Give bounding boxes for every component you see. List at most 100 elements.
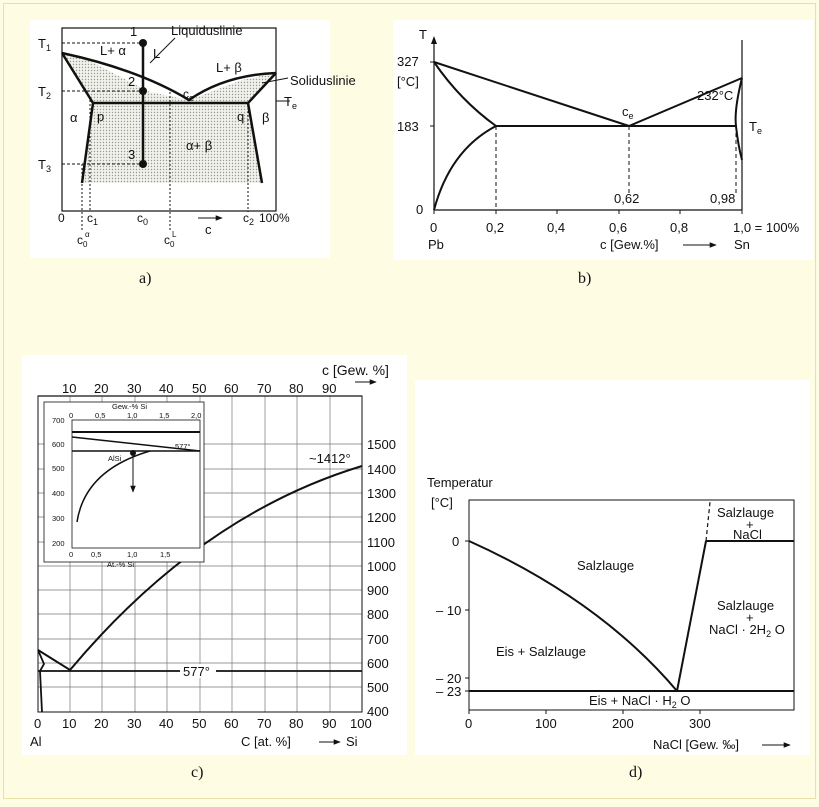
panel-a-q-label: q: [237, 109, 244, 124]
panel-c-inset-ttick-0: 0: [69, 411, 73, 420]
panel-c-btick-0: 0: [34, 716, 41, 731]
panel-b-xtick-label-10: 1,0 = 100%: [733, 220, 800, 235]
panel-a-c0alpha-sup: α: [85, 230, 90, 239]
panel-c-inset-btick-05: 0,5: [91, 550, 101, 559]
panel-c-inset-ltick-600: 600: [52, 440, 65, 449]
panel-c-toptick-60: 60: [224, 381, 238, 396]
panel-b-pb-label: Pb: [428, 237, 444, 252]
panel-d-hydrate-curve: [676, 540, 707, 692]
panel-c-btick-30: 30: [127, 716, 141, 731]
panel-a-frame: [61, 27, 277, 212]
panel-c-toptick-90: 90: [322, 381, 336, 396]
panel-c-rtick-1200: 1200: [367, 510, 396, 525]
panel-a-p-label: p: [97, 109, 104, 124]
panel-d-ytick-10: – 10: [436, 603, 461, 618]
panel-a-shaded-region: [62, 53, 276, 183]
panel-c-inset-alsi: AlSi: [108, 454, 122, 463]
panel-d-region-salz-nacl-2: +: [746, 517, 754, 532]
panel-d-ice-curve: [468, 540, 678, 692]
panel-d-y-unit: [°C]: [431, 495, 453, 510]
panel-a-c0l-label: c0: [164, 233, 175, 249]
panel-c-btick-70: 70: [257, 716, 271, 731]
panel-c-inset-ttick-20: 2,0: [191, 411, 201, 420]
panel-b-ce-label: ce: [622, 104, 634, 121]
panel-c-caption: c): [191, 764, 203, 781]
panel-b-ytick-label-183: 183: [397, 119, 419, 134]
panel-a-liquidus: [61, 51, 277, 102]
panel-c-annot-577: 577°: [183, 664, 210, 679]
panel-c-inset-top-title: Gew.-% Si: [112, 402, 147, 411]
panel-a-t3-label: T3: [38, 157, 51, 174]
panel-d-background: [415, 380, 810, 755]
panel-c-btick-40: 40: [159, 716, 173, 731]
panel-c-inset-ltick-400: 400: [52, 489, 65, 498]
panel-c-inset-frame: [71, 419, 201, 549]
panel-c-btick-90: 90: [322, 716, 336, 731]
panel-b-y-unit: [°C]: [397, 74, 419, 89]
panel-c-top-title: c [Gew. %]: [322, 362, 389, 378]
panel-a-liquidus-label: Liquiduslinie: [171, 23, 243, 38]
panel-d-xtick-300: 300: [689, 716, 711, 731]
panel-d-xtick-0: 0: [465, 716, 472, 731]
panel-a-l-beta-region: L+ β: [216, 60, 242, 75]
panel-d-ytick-0: 0: [452, 534, 459, 549]
panel-a-phase-diagram: T1 T2 T3 Te 1 2 3 L L+ α L+ β ce α β p q…: [30, 20, 356, 287]
panel-c-rtick-700: 700: [367, 632, 389, 647]
panel-b-val-062: 0,62: [614, 191, 639, 206]
panel-a-c1-label: c1: [87, 211, 98, 227]
panel-d-xtick-200: 200: [612, 716, 634, 731]
panel-c-rtick-1500: 1500: [367, 437, 396, 452]
panel-c-rtick-400: 400: [367, 704, 389, 719]
panel-d-xtick-100: 100: [535, 716, 557, 731]
panel-c-inset-ttick-15: 1,5: [159, 411, 169, 420]
panel-d-region-salz-hyd-1: Salzlauge: [717, 598, 774, 613]
panel-a-ce-label: ce: [183, 87, 194, 103]
panel-a-c0-label: c0: [137, 211, 148, 227]
panel-d-region-salzlauge: Salzlauge: [577, 558, 634, 573]
panel-a-caption: a): [139, 270, 151, 287]
panel-c-inset-ttick-10: 1,0: [127, 411, 137, 420]
panel-a-solidus-label: Solidus­linie: [290, 73, 356, 88]
panel-b-ytick-label-0: 0: [416, 202, 423, 217]
panel-c-toptick-40: 40: [159, 381, 173, 396]
panel-c-toptick-50: 50: [192, 381, 206, 396]
panel-a-c0alpha-label: c0: [77, 233, 88, 249]
panel-c-btick-10: 10: [62, 716, 76, 731]
panel-d-region-salz-nacl-3: NaCl: [733, 527, 762, 542]
panel-b-ytick-label-327: 327: [397, 54, 419, 69]
panel-d-nacl-water-diagram: Temperatur [°C] 0 – 10 – 20 – 23 0 100 2…: [415, 380, 810, 781]
panel-a-t2-label: T2: [38, 84, 51, 101]
panel-a-point-2-label: 2: [128, 74, 135, 89]
panel-c-annot-577-bg: [180, 664, 216, 678]
panel-c-btick-100: 100: [350, 716, 372, 731]
panel-c-si-label: Si: [346, 734, 358, 749]
panel-b-solvus-left: [433, 125, 497, 211]
panel-a-te-label: Te: [284, 94, 297, 111]
panel-c-inset-btick-10: 1,0: [127, 550, 137, 559]
panel-c-toptick-20: 20: [94, 381, 108, 396]
panel-c-inset-ltick-300: 300: [52, 514, 65, 523]
panel-c-rtick-600: 600: [367, 656, 389, 671]
panel-c-inset-solidus: [71, 436, 201, 452]
panel-a-x0-label: 0: [58, 211, 65, 225]
panel-d-x-title: NaCl [Gew. ‰]: [653, 737, 739, 752]
panel-c-bottom-title: C [at. %]: [241, 734, 291, 749]
panel-c-inset-ttick-05: 0,5: [95, 411, 105, 420]
panel-d-region-salz-hyd-2: +: [746, 610, 754, 625]
panel-c-toptick-10: 10: [62, 381, 76, 396]
panel-c-btick-20: 20: [94, 716, 108, 731]
panel-b-annot-232: 232°C: [697, 88, 733, 103]
panel-c-al-si-diagram: c [Gew. %] 10 20 30 40 50 60 70 80 90 15…: [22, 355, 407, 781]
panel-a-c0l-sup: L: [172, 230, 177, 239]
panel-a-alpha-beta-region: α+ β: [186, 138, 212, 153]
panel-a-x100-label: 100%: [259, 211, 290, 225]
panel-c-inset: Gew.-% Si 0 0,5 1,0 1,5 2,0 700 600 500 …: [43, 401, 205, 569]
panel-c-rtick-500: 500: [367, 680, 389, 695]
panel-a-liquidus-pointer: [149, 37, 176, 64]
panel-c-annot-1412: ~1412°: [309, 451, 351, 466]
panel-c-btick-60: 60: [224, 716, 238, 731]
panel-c-toptick-70: 70: [257, 381, 271, 396]
panel-c-rtick-900: 900: [367, 583, 389, 598]
panel-a-c-arrow-label: c: [205, 222, 212, 237]
panel-c-rtick-1400: 1400: [367, 462, 396, 477]
